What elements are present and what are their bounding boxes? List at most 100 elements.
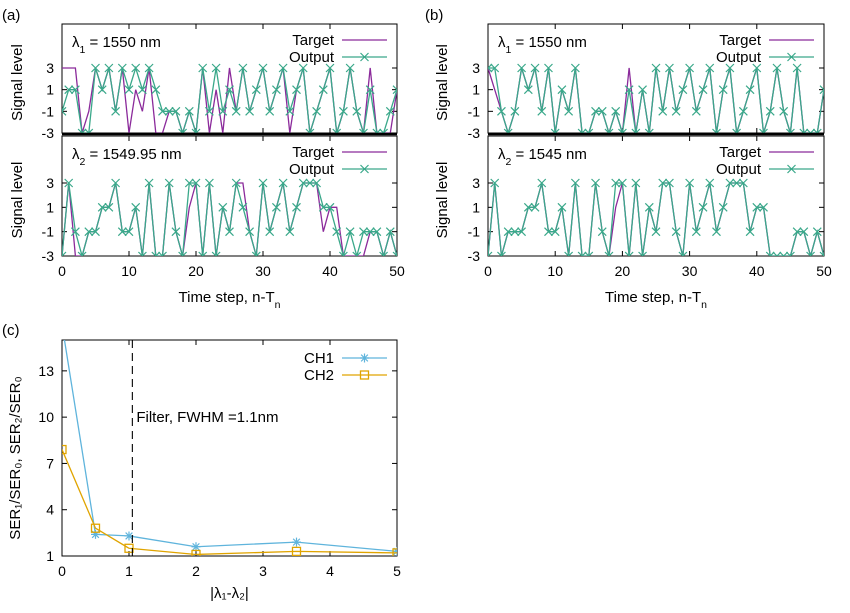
data-point-output: [759, 128, 768, 133]
x-tick-label: 30: [682, 263, 698, 279]
data-point-output: [124, 85, 134, 95]
series-line-ch2: [62, 449, 397, 556]
legend-label: Target: [719, 144, 762, 161]
data-point-output: [752, 63, 762, 73]
data-point-output: [705, 63, 715, 73]
data-point-output: [718, 202, 728, 212]
data-point-output: [198, 251, 208, 256]
data-point-output: [631, 128, 641, 133]
panel-label-a: (a): [2, 7, 20, 24]
series-line-output: [488, 67, 824, 133]
data-point-output: [104, 63, 114, 73]
data-point-output: [738, 106, 748, 116]
legend-label: Target: [719, 32, 762, 49]
data-point-output: [488, 63, 493, 73]
data-point-output: [158, 106, 167, 116]
legend-label: CH1: [304, 350, 334, 367]
data-point-output: [258, 178, 268, 188]
data-point-output: [84, 227, 94, 237]
data-point-output: [77, 251, 87, 256]
legend-label: Output: [289, 161, 335, 178]
data-point-output: [164, 106, 174, 116]
data-point-output: [298, 63, 308, 73]
data-point-output: [131, 63, 141, 73]
y-tick-label: 1: [472, 199, 480, 215]
data-point-output: [204, 106, 214, 116]
data-point-output: [577, 251, 587, 256]
data-point-output: [644, 128, 654, 133]
x-tick-label: 10: [547, 263, 563, 279]
data-point-output: [584, 128, 594, 133]
legend-marker: [787, 164, 796, 174]
data-point-output: [292, 202, 301, 212]
data-point-output: [819, 251, 824, 256]
y-tick-label: 3: [46, 60, 54, 76]
data-point-output: [691, 106, 701, 116]
y-tick-label: -3: [468, 125, 481, 141]
y-axis-label: Signal level: [9, 162, 26, 239]
data-point-output: [359, 128, 368, 133]
data-point-output: [557, 85, 567, 95]
data-point-output: [799, 227, 809, 237]
data-point-output: [785, 251, 795, 256]
data-point-output: [91, 227, 100, 237]
data-point-output: [379, 251, 389, 256]
y-tick-label: -3: [468, 248, 481, 264]
data-point-output: [171, 227, 181, 237]
data-point-output: [651, 227, 661, 237]
data-point-output: [238, 63, 248, 73]
y-tick-label: -1: [468, 224, 481, 240]
y-tick-label: 1: [46, 82, 54, 98]
data-point-output: [490, 178, 500, 188]
y-axis-label: SER₁/SER₀, SER₂/SER₀: [7, 376, 24, 539]
data-point-output: [62, 251, 67, 256]
data-point-output: [490, 63, 500, 73]
data-point-output: [238, 202, 248, 212]
data-point-output: [765, 106, 775, 116]
data-point-output: [392, 85, 397, 95]
wavelength-annotation: λ1 = 1550 nm: [498, 34, 587, 56]
data-point-output: [604, 128, 614, 133]
legend-marker: [360, 164, 369, 174]
data-point-output: [365, 85, 375, 95]
data-point-output: [70, 227, 80, 237]
data-point-output: [245, 106, 255, 116]
data-point-output: [325, 63, 335, 73]
data-point-output: [124, 227, 134, 237]
data-point-output: [732, 178, 742, 188]
data-point-output: [278, 63, 288, 73]
data-point-output: [544, 63, 553, 73]
x-tick-label: 40: [749, 263, 765, 279]
data-point-output: [298, 178, 308, 188]
y-tick-label: 4: [46, 502, 54, 518]
data-point-output: [631, 178, 641, 188]
data-point-ch2: [291, 546, 302, 556]
y-axis-label: Signal level: [9, 44, 26, 121]
data-point-output: [117, 227, 127, 237]
data-point-ch1: [392, 546, 397, 556]
data-point-output: [191, 128, 201, 133]
data-point-output: [698, 202, 708, 212]
data-point-output: [204, 178, 214, 188]
x-tick-label: 10: [121, 263, 137, 279]
data-point-output: [251, 251, 261, 256]
data-point-output: [104, 202, 114, 212]
data-point-output: [84, 128, 94, 133]
data-point-output: [812, 227, 822, 237]
legend-label: Output: [716, 161, 762, 178]
data-point-output: [144, 63, 154, 73]
data-point-output: [530, 202, 540, 212]
data-point-output: [338, 106, 348, 116]
data-point-output: [698, 85, 708, 95]
plot-frame: [61, 135, 398, 257]
chart-b_top: 3 1 -1 -3 Signal level λ1 = 1550 nm TargetOutp…: [434, 23, 825, 141]
data-point-output: [799, 128, 809, 133]
data-point-output: [544, 227, 553, 237]
x-tick-label: 0: [58, 563, 66, 579]
wavelength-annotation: λ2 = 1549.95 nm: [72, 146, 182, 168]
data-point-output: [691, 227, 701, 237]
plot-frame: [61, 339, 398, 557]
data-point-output: [705, 178, 715, 188]
data-point-output: [211, 63, 221, 73]
